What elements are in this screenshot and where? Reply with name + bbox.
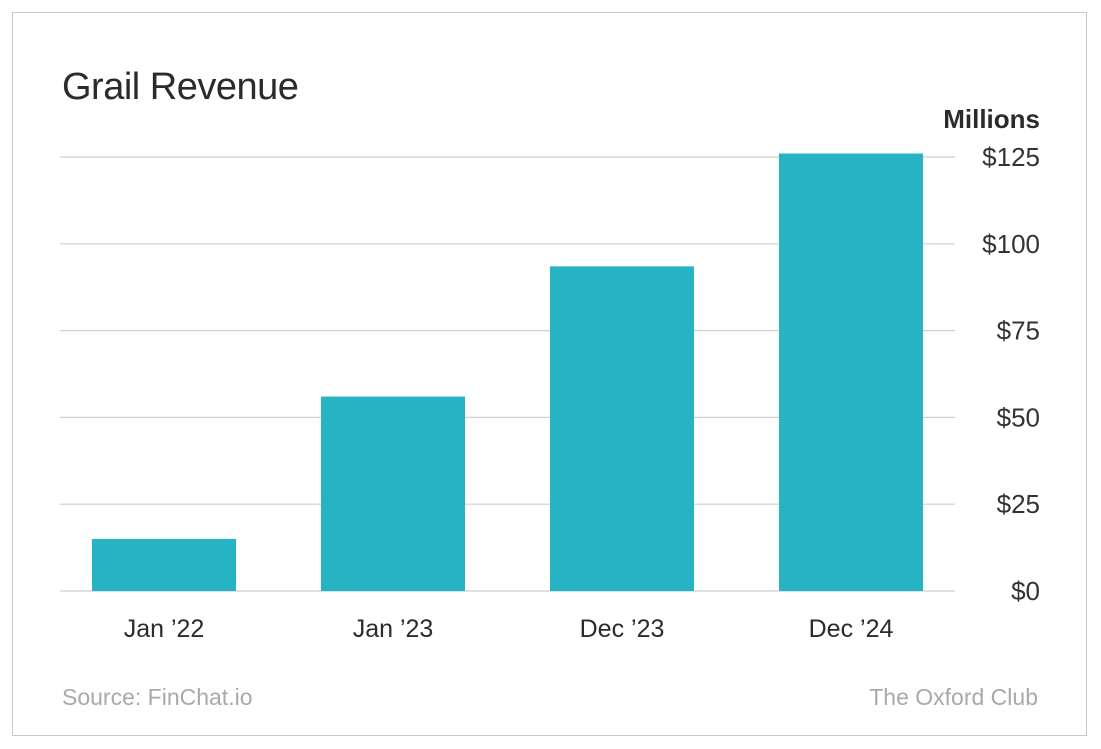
- bar: [779, 153, 923, 591]
- bar: [92, 538, 236, 591]
- y-tick-label: $50: [997, 402, 1040, 432]
- y-tick-label: $100: [982, 229, 1040, 259]
- y-tick-label: $125: [982, 142, 1040, 172]
- y-tick-label: $0: [1011, 576, 1040, 606]
- source-note: Source: FinChat.io: [62, 684, 253, 710]
- x-tick-labels: Jan ’22 Jan ’23 Dec ’23 Dec ’24: [124, 615, 894, 643]
- x-tick-label: Dec ’23: [580, 615, 665, 643]
- x-tick-label: Jan ’22: [124, 615, 205, 643]
- chart-title: Grail Revenue: [62, 66, 299, 108]
- bars: [92, 153, 923, 591]
- y-tick-label: $25: [997, 489, 1040, 519]
- y-tick-label: $75: [997, 316, 1040, 346]
- bar: [550, 266, 694, 591]
- y-axis-unit-label: Millions: [943, 104, 1040, 134]
- bar: [321, 396, 465, 591]
- x-tick-label: Dec ’24: [809, 615, 894, 643]
- publisher-name: The Oxford Club: [869, 684, 1038, 710]
- x-tick-label: Jan ’23: [353, 615, 434, 643]
- y-tick-labels: $0 $25 $50 $75 $100 $125: [982, 142, 1040, 606]
